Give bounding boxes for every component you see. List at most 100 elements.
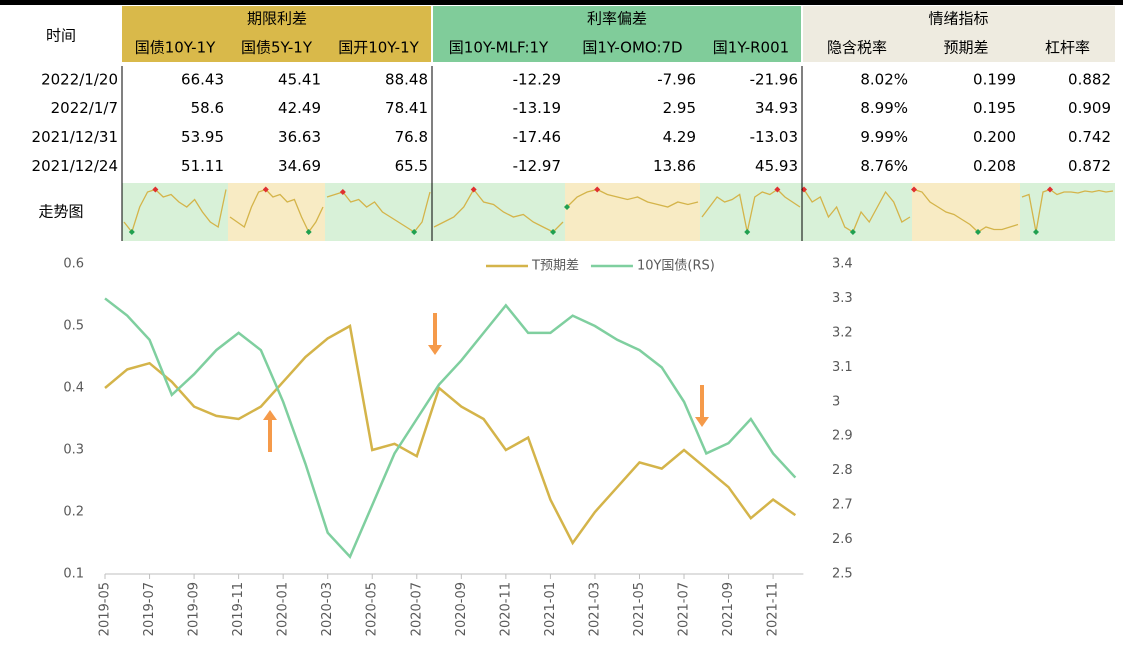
cell: 78.41 [385,99,428,117]
y2-tick-label: 2.8 [832,463,853,478]
y2-tick-label: 2.7 [832,498,853,513]
sparkline-max [774,186,781,193]
sparkline-min [564,204,570,210]
y-tick-label: 0.3 [63,443,84,458]
sparkline [803,189,911,233]
x-tick-label: 2021-05 [632,582,647,636]
sparkline-max [152,186,159,193]
y2-tick-label: 3 [832,394,840,409]
y2-tick-label: 3.4 [832,257,853,272]
row-date: 2021/12/31 [32,128,118,146]
cell: -12.29 [513,71,561,89]
cell: 45.93 [755,157,798,175]
sparkline-bg [432,183,565,241]
sparkline-min [128,229,135,235]
cell: 2.95 [663,99,696,117]
cell: 76.8 [395,128,428,146]
x-tick-label: 2021-09 [721,582,736,636]
y-tick-label: 0.1 [63,567,84,582]
cell: 42.49 [278,99,321,117]
x-tick-label: 2019-11 [231,582,246,636]
x-tick-label: 2020-05 [365,582,380,636]
sparkline [566,188,699,208]
sparkline-min [550,229,557,235]
sparkline [701,188,801,233]
series-line [104,324,797,546]
column-header: 杠杆率 [1045,39,1090,57]
group-header-bg [432,6,802,62]
legend-label: T预期差 [531,259,579,274]
cell: 88.48 [385,71,428,89]
sparkline [1021,188,1114,233]
sparkline-min [411,229,418,235]
column-header: 国1Y-OMO:7D [582,39,682,57]
cell: 65.5 [395,157,428,175]
x-tick-label: 2019-05 [98,582,113,636]
cell: 36.63 [278,128,321,146]
y2-tick-label: 2.9 [832,429,853,444]
cell: 9.99% [860,128,908,146]
y2-tick-label: 3.1 [832,360,853,375]
cell: 51.11 [181,157,224,175]
y-tick-label: 0.2 [63,505,84,520]
column-header: 国债10Y-1Y [135,39,216,57]
row-date: 2022/1/20 [41,71,118,89]
sparkline-min [305,229,312,235]
arrow [695,385,709,427]
row-date: 2021/12/24 [32,157,118,175]
y-tick-label: 0.4 [63,381,84,396]
x-tick-label: 2020-11 [498,582,513,636]
cell: 0.882 [1068,71,1111,89]
cell: 4.29 [663,128,696,146]
sparkline-min [975,229,981,235]
cell: -7.96 [657,71,696,89]
y-tick-label: 0.6 [63,257,84,272]
cell: 0.195 [973,99,1016,117]
sparkline-min [744,229,751,235]
x-tick-label: 2020-09 [454,582,469,636]
time-header: 时间 [46,27,76,45]
x-tick-label: 2020-03 [320,582,335,636]
cell: 0.199 [973,71,1016,89]
cell: 34.69 [278,157,321,175]
cell: 34.93 [755,99,798,117]
cell: 45.41 [278,71,321,89]
cell: -17.46 [513,128,561,146]
sparkline-bg [802,183,912,241]
y2-tick-label: 3.2 [832,325,853,340]
arrow [428,313,442,355]
cell: 0.200 [973,128,1016,146]
x-tick-label: 2019-09 [187,582,202,636]
cell: -21.96 [750,71,798,89]
y2-tick-label: 3.3 [832,291,853,306]
group-header-bg [802,6,1115,62]
sparkline-bg [122,183,228,241]
x-tick-label: 2020-07 [409,582,424,636]
x-tick-label: 2021-03 [587,582,602,636]
y2-tick-label: 2.5 [832,567,853,582]
sparkline-min [1033,229,1039,235]
cell: 8.02% [860,71,908,89]
sparkline-bg [565,183,700,241]
sparkline [229,188,324,234]
cell: 0.909 [1068,99,1111,117]
sparkline [913,188,1019,233]
group-header: 情绪指标 [928,10,988,28]
legend-label: 10Y国债(RS) [637,259,715,274]
sparkline-max [339,189,346,195]
sparkline-min [849,229,856,235]
cell: 58.6 [191,99,224,117]
x-tick-label: 2021-01 [543,582,558,636]
cell: 0.872 [1068,157,1111,175]
sparkline [123,188,227,234]
group-header: 利率偏差 [587,10,647,28]
group-header-bg [122,6,432,62]
cell: 8.99% [860,99,908,117]
arrow [263,410,277,452]
y2-tick-label: 2.6 [832,532,853,547]
sparkline-max [594,186,601,193]
column-header: 国开10Y-1Y [338,39,419,57]
y-tick-label: 0.5 [63,319,84,334]
